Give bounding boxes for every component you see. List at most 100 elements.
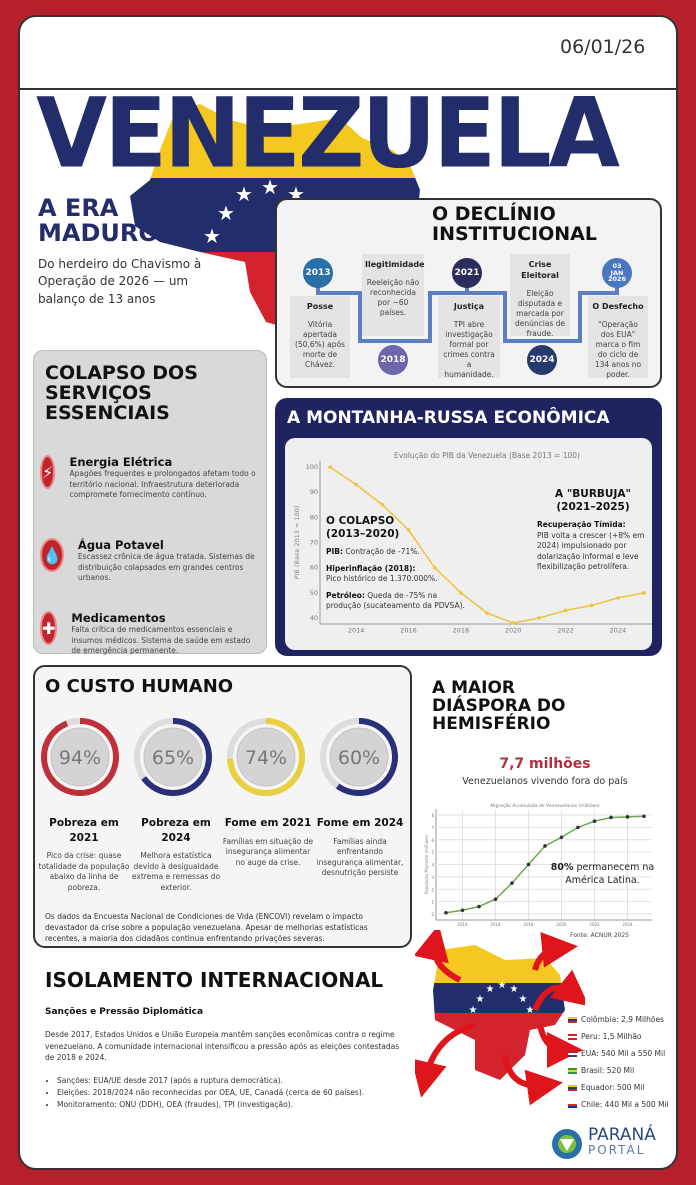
servico-desc: Falta crítica de medicamentos essenciais… <box>71 625 251 655</box>
data-point <box>592 819 597 823</box>
servico-desc: Escassez crônica de água tratada. Sistem… <box>77 552 255 582</box>
x-tick-label: 2014 <box>348 627 365 635</box>
country-flag-icon <box>568 1067 577 1074</box>
servico-title: Água Potavel <box>77 538 164 552</box>
declinio-title-line2: INSTITUCIONAL <box>432 222 597 245</box>
bullet: Eleições: 2018/2024 não reconhecidas por… <box>57 1087 425 1099</box>
x-tick-label: 2022 <box>589 922 600 927</box>
isolamento-subtitle: Sanções e Pressão Diplomática <box>45 1007 204 1017</box>
svg-text:★: ★ <box>261 175 279 199</box>
svg-text:★: ★ <box>469 1005 478 1016</box>
data-point <box>477 904 481 909</box>
svg-text:★: ★ <box>203 224 221 248</box>
y-tick-label: 1 <box>431 900 434 905</box>
gauge: 60% <box>320 718 398 796</box>
gauge: 65% <box>134 718 212 796</box>
gauge-caption: Pobreza em 2024 Melhora estatística devid… <box>131 817 221 892</box>
y-tick-label: 40 <box>310 614 318 622</box>
y-tick-label: 2 <box>431 887 434 892</box>
country-label: Brasil: 520 Mil <box>581 1066 635 1075</box>
x-tick-label: 2014 <box>457 922 468 927</box>
gauge-fill <box>134 718 212 796</box>
timeline-card-2021: Justiça TPI abre investigação formal por … <box>438 296 500 379</box>
data-point <box>493 897 498 901</box>
country-flag-icon <box>568 1033 577 1040</box>
gauge-fill <box>320 718 398 796</box>
parana-portal-logo: PARANÁ PORTAL <box>588 1125 656 1157</box>
parana-portal-logo-icon <box>552 1129 582 1159</box>
declinio-title: O DECLÍNIO INSTITUCIONAL <box>432 203 597 245</box>
country-item: Equador: 500 Mil <box>568 1079 669 1096</box>
x-tick-label: 2018 <box>453 627 470 635</box>
data-point <box>511 621 515 625</box>
gauge-center <box>329 727 389 787</box>
y-tick-label: 7 <box>431 825 434 830</box>
y-tick-label: 60 <box>310 564 318 572</box>
data-point <box>625 815 630 819</box>
svg-text:★: ★ <box>486 984 495 995</box>
x-tick-label: 2016 <box>490 922 501 927</box>
servico-item: ⚡ Energia Elétrica Apagões frequentes e p… <box>40 455 260 530</box>
data-point <box>406 528 411 532</box>
y-tick-label: 5 <box>431 850 434 855</box>
country-flag-icon <box>568 1101 577 1108</box>
data-point <box>460 908 465 913</box>
timeline-year-2021: 2021 <box>452 258 482 288</box>
isolamento-bullets: Sanções: EUA/UE desde 2017 (após a ruptu… <box>45 1075 425 1111</box>
timeline-year-2013: 2013 <box>303 258 333 288</box>
y-tick-label: 70 <box>310 539 318 547</box>
x-tick-label: 2022 <box>557 627 574 635</box>
country-label: Equador: 500 Mil <box>581 1083 645 1092</box>
pib-chart: Evolução do PIB da Venezuela (Base 2013 … <box>293 451 652 635</box>
svg-text:★: ★ <box>510 984 519 995</box>
gauge-value: 60% <box>338 747 380 769</box>
data-point <box>642 591 646 595</box>
y-axis-label: População Migrante (milhões) <box>424 834 429 894</box>
main-title: VENEZUELA <box>36 77 620 190</box>
servicos-list: ⚡ Energia Elétrica Apagões frequentes e p… <box>40 455 260 657</box>
timeline-card-2018: Ilegitimidade Reeleição não reconhecida p… <box>362 254 425 336</box>
timeline-year-2024: 2024 <box>527 345 557 375</box>
country-item: Peru: 1,5 Milhão <box>568 1028 669 1045</box>
gauge-caption: Fome em 2024 Famílias ainda enfrentando i… <box>316 817 404 878</box>
svg-text:★: ★ <box>476 994 485 1005</box>
data-point <box>563 608 568 613</box>
bullet: Monitoramento: ONU (DDH), OEA (fraudes),… <box>57 1099 425 1111</box>
bullet: Sanções: EUA/UE desde 2017 (após a ruptu… <box>57 1075 425 1087</box>
data-point <box>559 835 564 840</box>
chart-title: Evolução do PIB da Venezuela (Base 2013 … <box>394 451 580 460</box>
servico-item: ✚ Medicamentos Falta crítica de medicamen… <box>40 611 260 657</box>
intro-title-line2: MADURO <box>38 219 159 248</box>
country-label: Colômbia: 2,9 Milhões <box>581 1015 664 1024</box>
country-item: Chile: 440 Mil a 500 Mil <box>568 1096 669 1113</box>
declinio-title-line1: O DECLÍNIO <box>432 203 556 225</box>
timeline-year-2026: 03 JAN 2026 <box>602 258 632 288</box>
timeline-card-2013: Posse Vitória apertada (50,6%) após morte… <box>290 296 350 378</box>
x-tick-label: 2020 <box>556 922 567 927</box>
timeline-card-2024: Crise Eleitoral Eleição disputada e marca… <box>510 254 570 338</box>
servico-item: 💧 Água Potavel Escassez crônica de água t… <box>40 538 260 603</box>
y-tick-label: 90 <box>310 488 318 496</box>
y-tick-label: 3 <box>431 875 434 880</box>
diaspora-map: ★★ ★ ★★★★ <box>415 930 585 1105</box>
gauge-center <box>236 727 296 787</box>
bolha-title: A "BURBUJA" (2021–2025) <box>555 488 631 514</box>
x-tick-label: 2016 <box>400 627 417 635</box>
servico-desc: Apagões frequentes e prolongados afetam … <box>69 469 256 499</box>
chart-title: Migração Acumulada de Venezuelanos (milh… <box>490 803 600 809</box>
gauge-value: 65% <box>152 747 194 769</box>
country-item: Colômbia: 2,9 Milhões <box>568 1011 669 1028</box>
servico-title: Medicamentos <box>71 611 166 625</box>
y-axis-label: PIB (Base 2013 = 100) <box>293 506 301 580</box>
gauge-value: 94% <box>59 747 101 769</box>
data-point <box>459 591 463 595</box>
migracao-chart: Migração Acumulada de Venezuelanos (milh… <box>424 803 652 927</box>
isolamento-text: Desde 2017, Estados Unidos e União Europ… <box>45 1030 400 1063</box>
data-point <box>576 825 580 830</box>
data-point <box>380 502 385 507</box>
data-point <box>616 596 620 600</box>
pib-chart-panel <box>285 438 652 650</box>
gauge-labels: Pobreza em 2021 Pico da crise: quase tota… <box>38 816 408 893</box>
diaspora-title: A MAIOR DIÁSPORA DO HEMISFÉRIO <box>432 678 566 734</box>
country-label: Peru: 1,5 Milhão <box>581 1032 642 1041</box>
